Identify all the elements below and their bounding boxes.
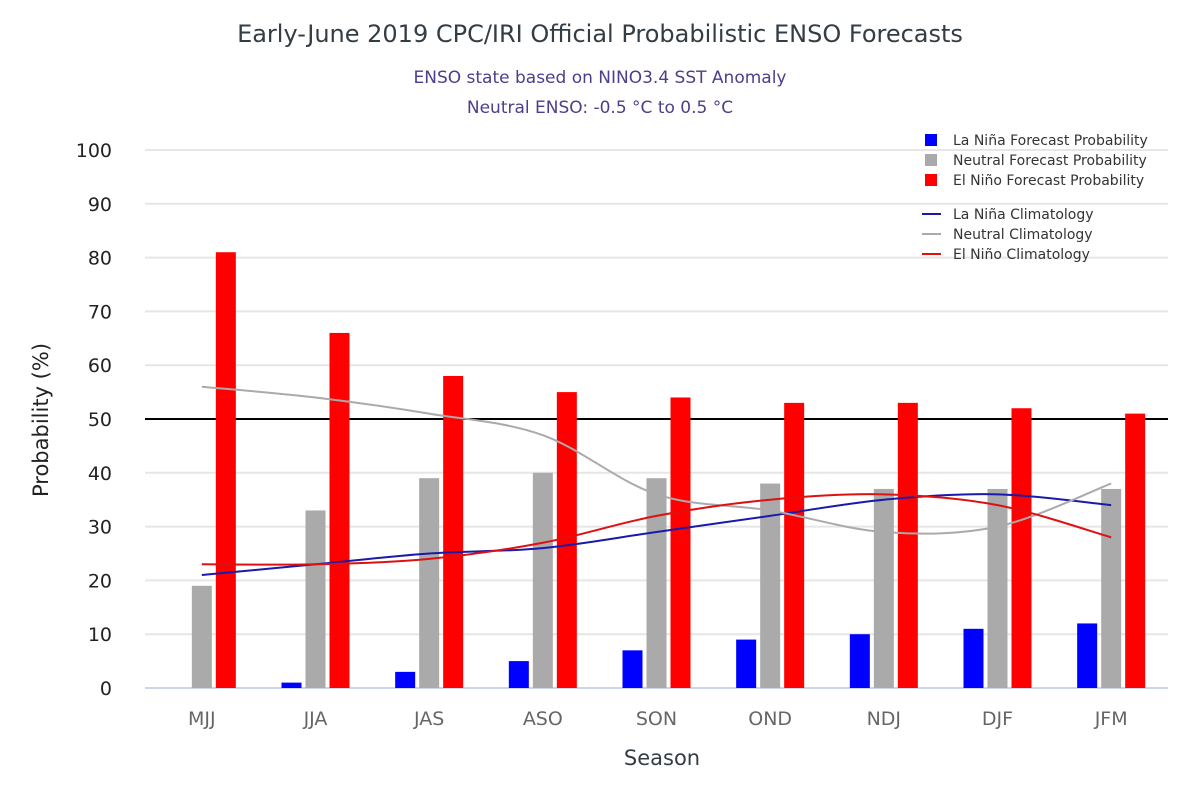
x-axis-title: Season [624,746,700,770]
y-tick-label-10: 10 [88,624,112,646]
bar-la-ni-a-forecast-probability-ASO [508,661,529,688]
bar-la-ni-a-forecast-probability-JAS [395,671,416,688]
bar-neutral-forecast-probability-ASO [532,472,553,688]
legend-swatch-el-ni-o-forecast-probability [925,174,937,186]
x-tick-label-MJJ: MJJ [188,708,216,730]
bar-neutral-forecast-probability-OND [760,483,781,688]
x-tick-label-ASO: ASO [523,708,563,730]
bar-la-ni-a-forecast-probability-OND [736,639,757,688]
bar-la-ni-a-forecast-probability-SON [622,650,643,688]
x-tick-label-DJF: DJF [982,708,1013,730]
bar-la-ni-a-forecast-probability-NDJ [849,634,870,688]
y-tick-label-30: 30 [88,517,112,539]
bar-el-ni-o-forecast-probability-NDJ [897,402,918,688]
chart-title: Early-June 2019 CPC/IRI Official Probabi… [237,20,963,48]
bar-neutral-forecast-probability-MJJ [191,585,212,688]
y-tick-label-60: 60 [88,355,112,377]
legend-swatch-neutral-forecast-probability [925,154,937,166]
legend-label-la-ni-a-forecast-probability: La Niña Forecast Probability [953,133,1148,149]
bar-neutral-forecast-probability-JJA [305,510,326,688]
bar-el-ni-o-forecast-probability-JJA [329,332,350,688]
x-tick-label-OND: OND [748,708,792,730]
line-el-ni-o-climatology [201,493,1112,566]
x-tick-label-JAS: JAS [413,708,444,730]
legend-label-el-ni-o-forecast-probability: El Niño Forecast Probability [953,173,1144,189]
bar-el-ni-o-forecast-probability-DJF [1011,408,1032,688]
line-neutral-climatology [201,385,1112,535]
climatology-lines [201,385,1112,577]
legend-swatch-la-ni-a-forecast-probability [925,134,937,146]
x-axis-ticks: MJJ JJA JAS ASO SON OND NDJ DJF JFM [188,708,1128,730]
bar-la-ni-a-forecast-probability-JFM [1077,623,1098,688]
bar-neutral-forecast-probability-DJF [987,488,1008,688]
bar-neutral-forecast-probability-JAS [419,478,440,688]
x-tick-label-JFM: JFM [1094,708,1128,730]
x-tick-label-NDJ: NDJ [867,708,901,730]
bar-neutral-forecast-probability-JFM [1101,488,1122,688]
bar-neutral-forecast-probability-NDJ [873,488,894,688]
y-tick-label-0: 0 [100,678,112,700]
bar-la-ni-a-forecast-probability-JJA [281,682,302,688]
legend-label-neutral-forecast-probability: Neutral Forecast Probability [953,153,1147,169]
chart-subtitle-line-1: ENSO state based on NINO3.4 SST Anomaly [413,68,787,88]
y-tick-label-50: 50 [88,409,112,431]
bar-el-ni-o-forecast-probability-OND [784,402,805,688]
legend: La Niña Forecast Probability Neutral Fore… [922,133,1148,263]
legend-label-la-ni-a-climatology: La Niña Climatology [953,207,1094,223]
y-tick-label-40: 40 [88,463,112,485]
bar-el-ni-o-forecast-probability-JFM [1125,413,1146,688]
line-la-ni-a-climatology [201,493,1112,577]
bars [191,252,1146,688]
x-tick-label-JJA: JJA [303,708,328,730]
bar-neutral-forecast-probability-SON [646,478,667,688]
y-axis-title: Probability (%) [29,343,53,497]
legend-label-neutral-climatology: Neutral Climatology [953,227,1093,243]
y-axis-ticks: 0 10 20 30 40 50 60 70 80 90 100 [76,140,112,700]
bar-el-ni-o-forecast-probability-JAS [443,375,464,688]
y-tick-label-80: 80 [88,248,112,270]
bar-el-ni-o-forecast-probability-MJJ [215,252,236,688]
y-tick-label-70: 70 [88,301,112,323]
bar-la-ni-a-forecast-probability-DJF [963,628,984,688]
y-tick-label-100: 100 [76,140,112,162]
legend-label-el-ni-o-climatology: El Niño Climatology [953,247,1090,263]
y-tick-label-20: 20 [88,570,112,592]
bar-el-ni-o-forecast-probability-ASO [556,392,577,688]
bar-el-ni-o-forecast-probability-SON [670,397,691,688]
chart-subtitle-line-2: Neutral ENSO: -0.5 °C to 0.5 °C [466,98,734,118]
x-tick-label-SON: SON [636,708,677,730]
y-tick-label-90: 90 [88,194,112,216]
